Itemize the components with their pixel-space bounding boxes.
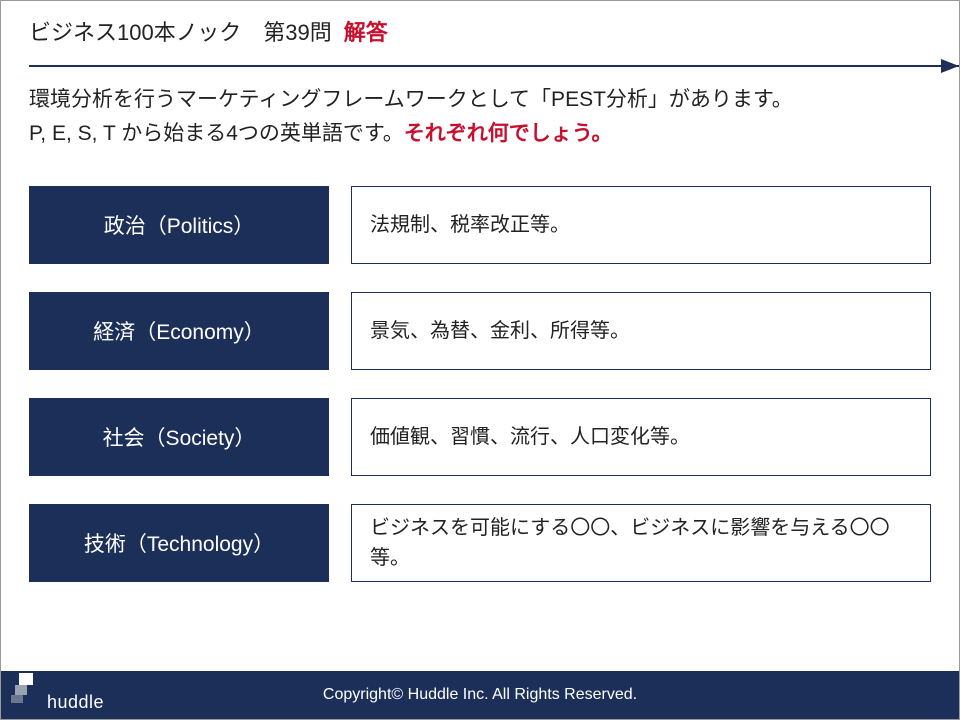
category-box: 政治（Politics） (29, 186, 329, 264)
description-box: 価値観、習慣、流行、人口変化等。 (351, 398, 931, 476)
logo-text: huddle (47, 692, 104, 713)
logo: huddle (11, 673, 104, 713)
pest-row: 技術（Technology） ビジネスを可能にする〇〇、ビジネスに影響を与える〇… (29, 504, 931, 582)
intro-line-2: P, E, S, T から始まる4つの英単語です。それぞれ何でしょう。 (29, 117, 931, 151)
footer: huddle Copyright© Huddle Inc. All Rights… (1, 671, 959, 719)
answer-tag: 解答 (344, 15, 388, 47)
logo-icon (11, 673, 43, 713)
description-box: 景気、為替、金利、所得等。 (351, 292, 931, 370)
copyright: Copyright© Huddle Inc. All Rights Reserv… (323, 686, 637, 704)
description-box: 法規制、税率改正等。 (351, 186, 931, 264)
category-box: 技術（Technology） (29, 504, 329, 582)
intro-emphasis: それぞれ何でしょう。 (404, 122, 613, 145)
divider (29, 59, 959, 73)
intro-text: 環境分析を行うマーケティングフレームワークとして「PEST分析」があります。 P… (1, 83, 959, 158)
description-box: ビジネスを可能にする〇〇、ビジネスに影響を与える〇〇等。 (351, 504, 931, 582)
category-box: 経済（Economy） (29, 292, 329, 370)
pest-row: 社会（Society） 価値観、習慣、流行、人口変化等。 (29, 398, 931, 476)
slide-title: ビジネス100本ノック 第39問 (29, 15, 332, 47)
divider-line (29, 65, 959, 67)
pest-rows: 政治（Politics） 法規制、税率改正等。 経済（Economy） 景気、為… (1, 158, 959, 582)
header: ビジネス100本ノック 第39問 解答 (1, 1, 959, 55)
pest-row: 政治（Politics） 法規制、税率改正等。 (29, 186, 931, 264)
arrowhead-icon (941, 59, 959, 73)
intro-line-2a: P, E, S, T から始まる4つの英単語です。 (29, 122, 404, 145)
intro-line-1: 環境分析を行うマーケティングフレームワークとして「PEST分析」があります。 (29, 83, 931, 117)
title-line: ビジネス100本ノック 第39問 解答 (29, 15, 931, 47)
category-box: 社会（Society） (29, 398, 329, 476)
pest-row: 経済（Economy） 景気、為替、金利、所得等。 (29, 292, 931, 370)
